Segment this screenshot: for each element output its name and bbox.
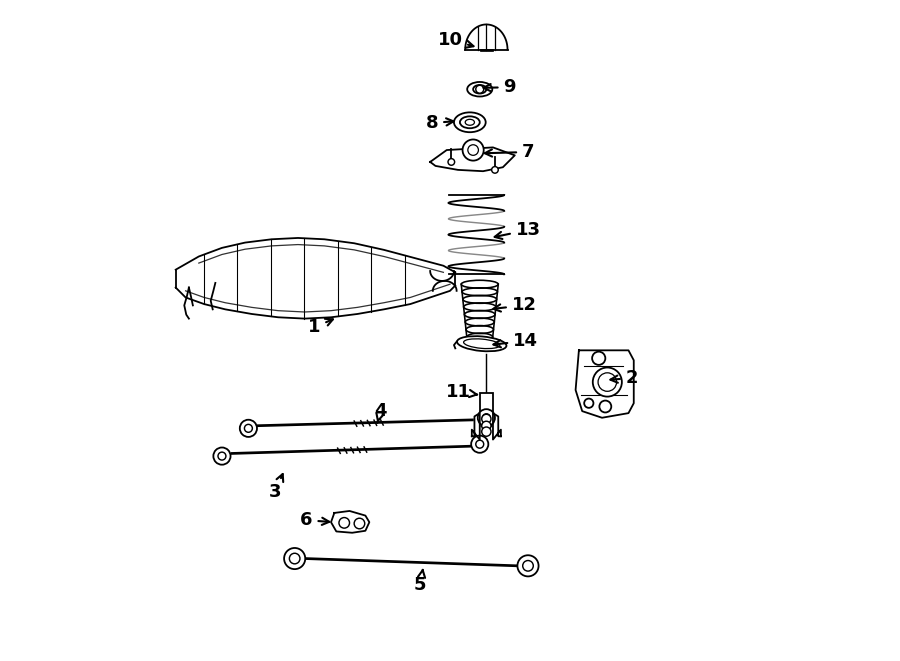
Text: 12: 12 (493, 296, 536, 315)
Text: 7: 7 (485, 143, 535, 161)
Polygon shape (472, 413, 480, 440)
Circle shape (476, 85, 483, 93)
Text: 2: 2 (610, 369, 638, 387)
Text: 3: 3 (268, 474, 284, 502)
Text: 1: 1 (308, 318, 333, 336)
Polygon shape (576, 350, 634, 418)
Text: 9: 9 (483, 78, 516, 97)
Text: 14: 14 (493, 332, 538, 350)
Circle shape (584, 399, 593, 408)
Circle shape (482, 421, 491, 430)
Circle shape (448, 159, 454, 165)
Text: 8: 8 (426, 114, 454, 132)
Polygon shape (465, 24, 508, 50)
Text: 4: 4 (374, 402, 387, 423)
Circle shape (518, 555, 538, 576)
Circle shape (593, 368, 622, 397)
Text: 10: 10 (437, 30, 473, 49)
Ellipse shape (464, 339, 500, 348)
Ellipse shape (460, 116, 480, 128)
Circle shape (239, 420, 257, 437)
Ellipse shape (454, 112, 486, 132)
Circle shape (355, 518, 365, 529)
Text: 11: 11 (446, 383, 477, 401)
Text: 13: 13 (495, 221, 541, 239)
Bar (480, 393, 493, 426)
Text: 6: 6 (301, 511, 329, 529)
Circle shape (491, 167, 499, 173)
Polygon shape (493, 413, 501, 440)
Circle shape (482, 427, 491, 436)
Circle shape (284, 548, 305, 569)
Polygon shape (331, 511, 369, 533)
Circle shape (478, 409, 495, 426)
Circle shape (592, 352, 606, 365)
Circle shape (213, 447, 230, 465)
Circle shape (468, 145, 479, 155)
Ellipse shape (465, 120, 474, 126)
Polygon shape (176, 238, 455, 319)
Circle shape (482, 414, 491, 424)
Circle shape (472, 436, 489, 453)
Circle shape (339, 518, 349, 528)
Ellipse shape (467, 82, 492, 97)
Circle shape (598, 373, 616, 391)
Text: 5: 5 (414, 570, 427, 594)
Polygon shape (430, 147, 515, 171)
Ellipse shape (457, 336, 507, 351)
Circle shape (463, 139, 483, 161)
Circle shape (599, 401, 611, 412)
Ellipse shape (473, 85, 486, 94)
